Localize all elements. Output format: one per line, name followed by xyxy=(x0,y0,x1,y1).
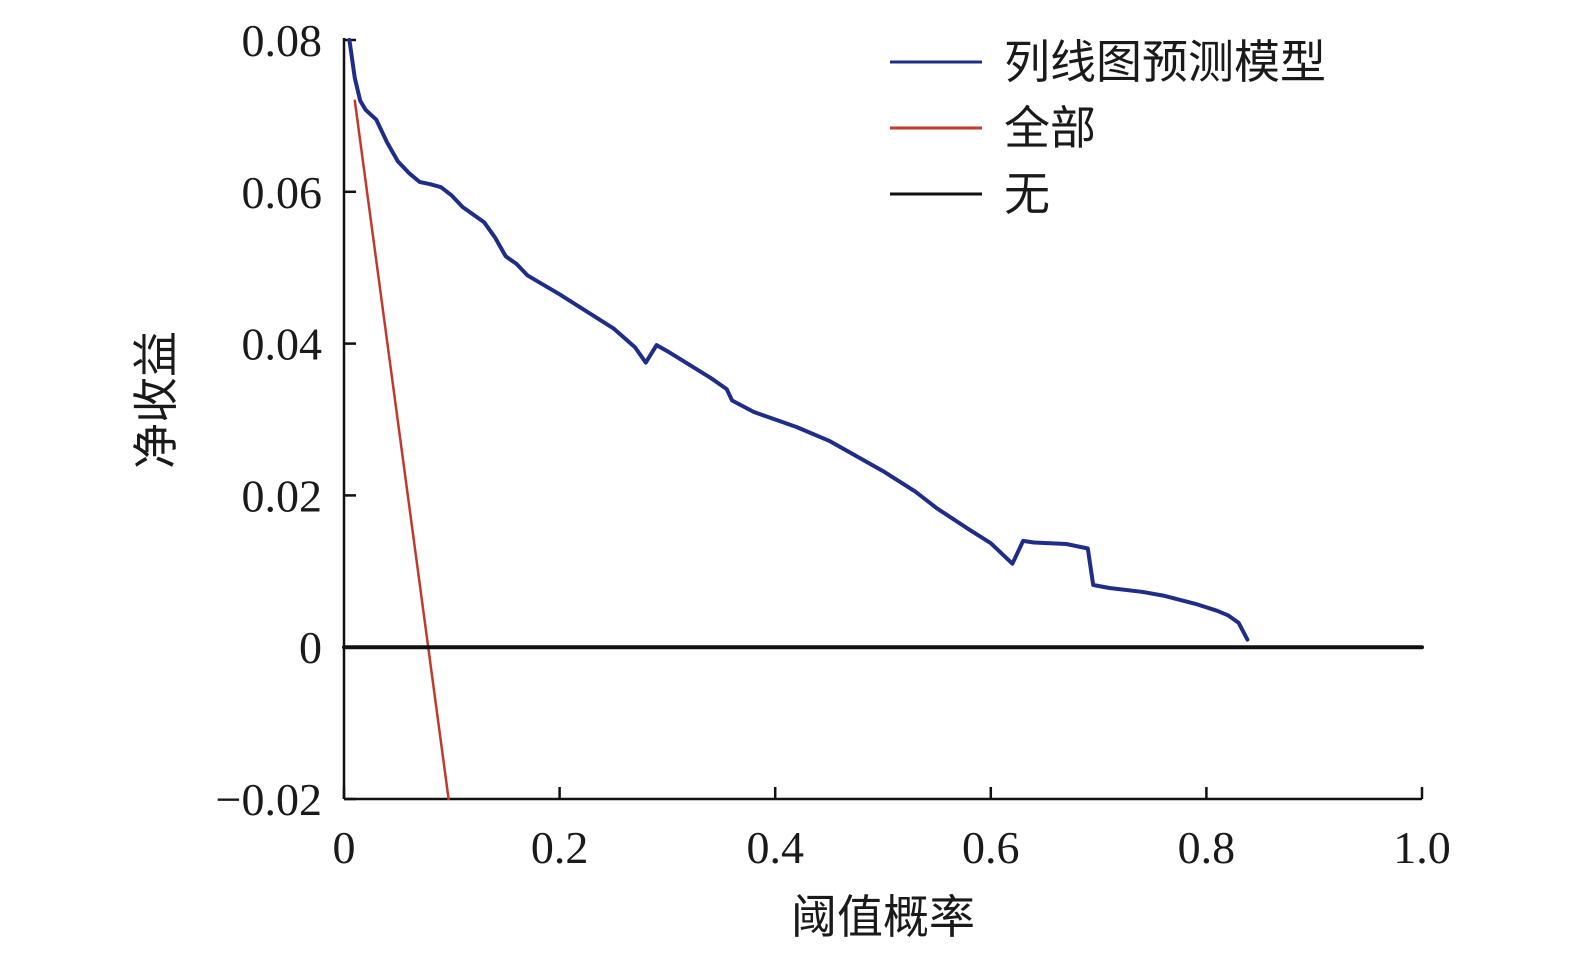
labels-layer: 阈值概率 净收益 xyxy=(131,331,975,943)
x-tick-label: 0 xyxy=(333,822,356,873)
y-tick-label: 0.06 xyxy=(242,167,323,218)
y-tick-label: 0.04 xyxy=(242,319,323,370)
x-tick-label: 0.2 xyxy=(531,822,589,873)
x-axis-title: 阈值概率 xyxy=(791,892,975,943)
series-layer xyxy=(342,38,1424,801)
y-tick-label: 0.02 xyxy=(242,470,323,521)
x-tick-label: 0.6 xyxy=(962,822,1020,873)
y-tick-label: −0.02 xyxy=(216,774,322,825)
legend-label: 列线图预测模型 xyxy=(1004,37,1326,88)
x-tick-label: 0.8 xyxy=(1178,822,1236,873)
y-axis-title: 净收益 xyxy=(131,331,182,469)
y-tick-label: 0 xyxy=(299,622,322,673)
legend-label: 无 xyxy=(1004,169,1050,220)
y-tick-label: 0.08 xyxy=(242,15,323,66)
x-tick-label: 0.4 xyxy=(746,822,804,873)
x-tick-label: 1.0 xyxy=(1393,822,1451,873)
nomogram-model-line xyxy=(347,38,1250,642)
treat-all-line xyxy=(353,99,450,801)
legend-label: 全部 xyxy=(1004,103,1096,154)
